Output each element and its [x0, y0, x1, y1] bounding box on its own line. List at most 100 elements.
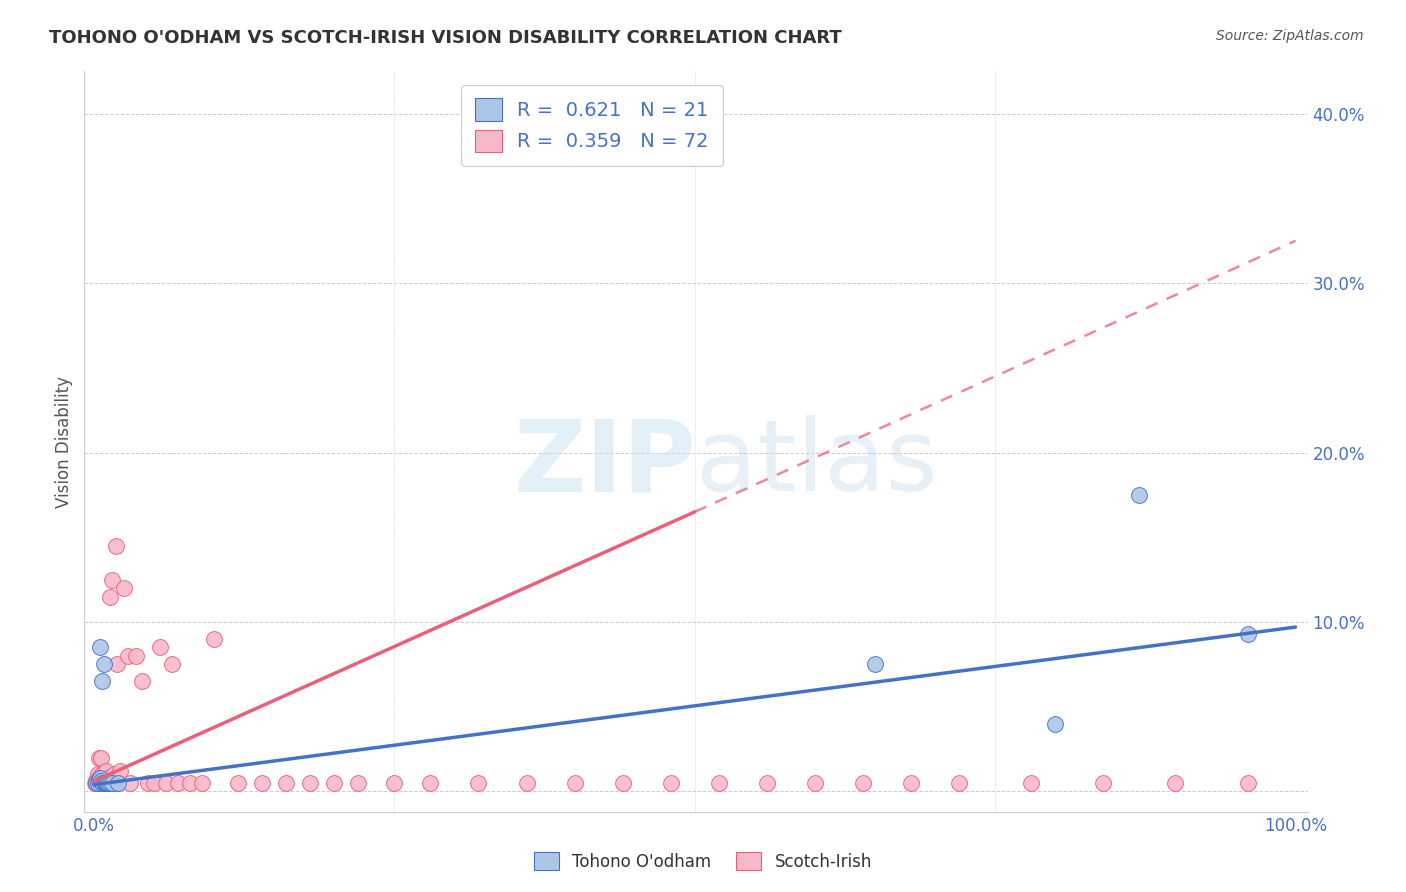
Point [707, 776, 730, 790]
Point [1019, 776, 1042, 790]
Point [131, 674, 153, 689]
Point [1236, 776, 1258, 790]
Point [90, 750, 112, 764]
Point [110, 764, 132, 778]
Point [515, 776, 537, 790]
Point [852, 776, 875, 790]
Point [612, 776, 634, 790]
Point [112, 581, 135, 595]
Point [117, 648, 139, 663]
Point [98, 776, 121, 790]
Point [86, 776, 108, 790]
Point [86, 767, 108, 781]
Point [87, 772, 110, 787]
Legend: R =  0.621   N = 21, R =  0.359   N = 72: R = 0.621 N = 21, R = 0.359 N = 72 [461, 85, 723, 166]
Point [149, 640, 172, 655]
Point [97, 771, 120, 785]
Point [97, 776, 120, 790]
Point [101, 776, 124, 790]
Point [89, 640, 111, 655]
Point [90, 771, 112, 785]
Point [1236, 627, 1258, 641]
Point [103, 776, 125, 790]
Point [96, 776, 118, 790]
Point [179, 776, 201, 790]
Point [107, 776, 129, 790]
Point [1164, 776, 1187, 790]
Point [89, 771, 111, 785]
Point [86, 776, 108, 790]
Point [1045, 716, 1067, 731]
Point [91, 674, 114, 689]
Point [299, 776, 322, 790]
Point [93, 657, 115, 672]
Point [382, 776, 405, 790]
Text: ZIP: ZIP [513, 416, 696, 512]
Point [167, 776, 190, 790]
Point [94, 776, 117, 790]
Point [900, 776, 922, 790]
Point [104, 539, 127, 553]
Point [89, 776, 111, 790]
Point [160, 657, 183, 672]
Point [94, 776, 117, 790]
Point [84, 776, 107, 790]
Point [93, 776, 115, 790]
Point [87, 750, 110, 764]
Point [100, 776, 122, 790]
Point [136, 776, 159, 790]
Point [107, 776, 129, 790]
Text: atlas: atlas [696, 416, 938, 512]
Point [93, 767, 115, 781]
Point [1128, 488, 1150, 502]
Point [94, 776, 117, 790]
Point [191, 776, 214, 790]
Point [467, 776, 489, 790]
Point [1092, 776, 1115, 790]
Point [118, 776, 141, 790]
Point [143, 776, 166, 790]
Point [226, 776, 249, 790]
Point [250, 776, 273, 790]
Point [86, 772, 108, 787]
Point [155, 776, 177, 790]
Point [86, 772, 108, 787]
Y-axis label: Vision Disability: Vision Disability [55, 376, 73, 508]
Point [755, 776, 778, 790]
Text: TOHONO O'ODHAM VS SCOTCH-IRISH VISION DISABILITY CORRELATION CHART: TOHONO O'ODHAM VS SCOTCH-IRISH VISION DI… [49, 29, 842, 46]
Point [804, 776, 827, 790]
Point [347, 776, 370, 790]
Point [87, 771, 110, 785]
Point [94, 771, 117, 785]
Point [93, 776, 115, 790]
Point [86, 776, 108, 790]
Point [91, 776, 114, 790]
Point [105, 657, 128, 672]
Point [91, 776, 114, 790]
Point [89, 771, 111, 785]
Point [202, 632, 225, 646]
Point [564, 776, 586, 790]
Point [101, 573, 124, 587]
Point [863, 657, 886, 672]
Point [97, 776, 120, 790]
Point [90, 774, 112, 789]
Point [125, 648, 148, 663]
Point [94, 776, 117, 790]
Point [98, 590, 121, 604]
Point [323, 776, 346, 790]
Point [87, 776, 110, 790]
Point [276, 776, 298, 790]
Point [91, 767, 114, 781]
Point [94, 764, 117, 778]
Text: Source: ZipAtlas.com: Source: ZipAtlas.com [1216, 29, 1364, 43]
Point [419, 776, 441, 790]
Point [90, 776, 112, 790]
Point [89, 776, 111, 790]
Legend: Tohono O'odham, Scotch-Irish: Tohono O'odham, Scotch-Irish [526, 844, 880, 880]
Point [659, 776, 682, 790]
Point [948, 776, 970, 790]
Point [96, 776, 118, 790]
Point [86, 776, 108, 790]
Point [103, 767, 125, 781]
